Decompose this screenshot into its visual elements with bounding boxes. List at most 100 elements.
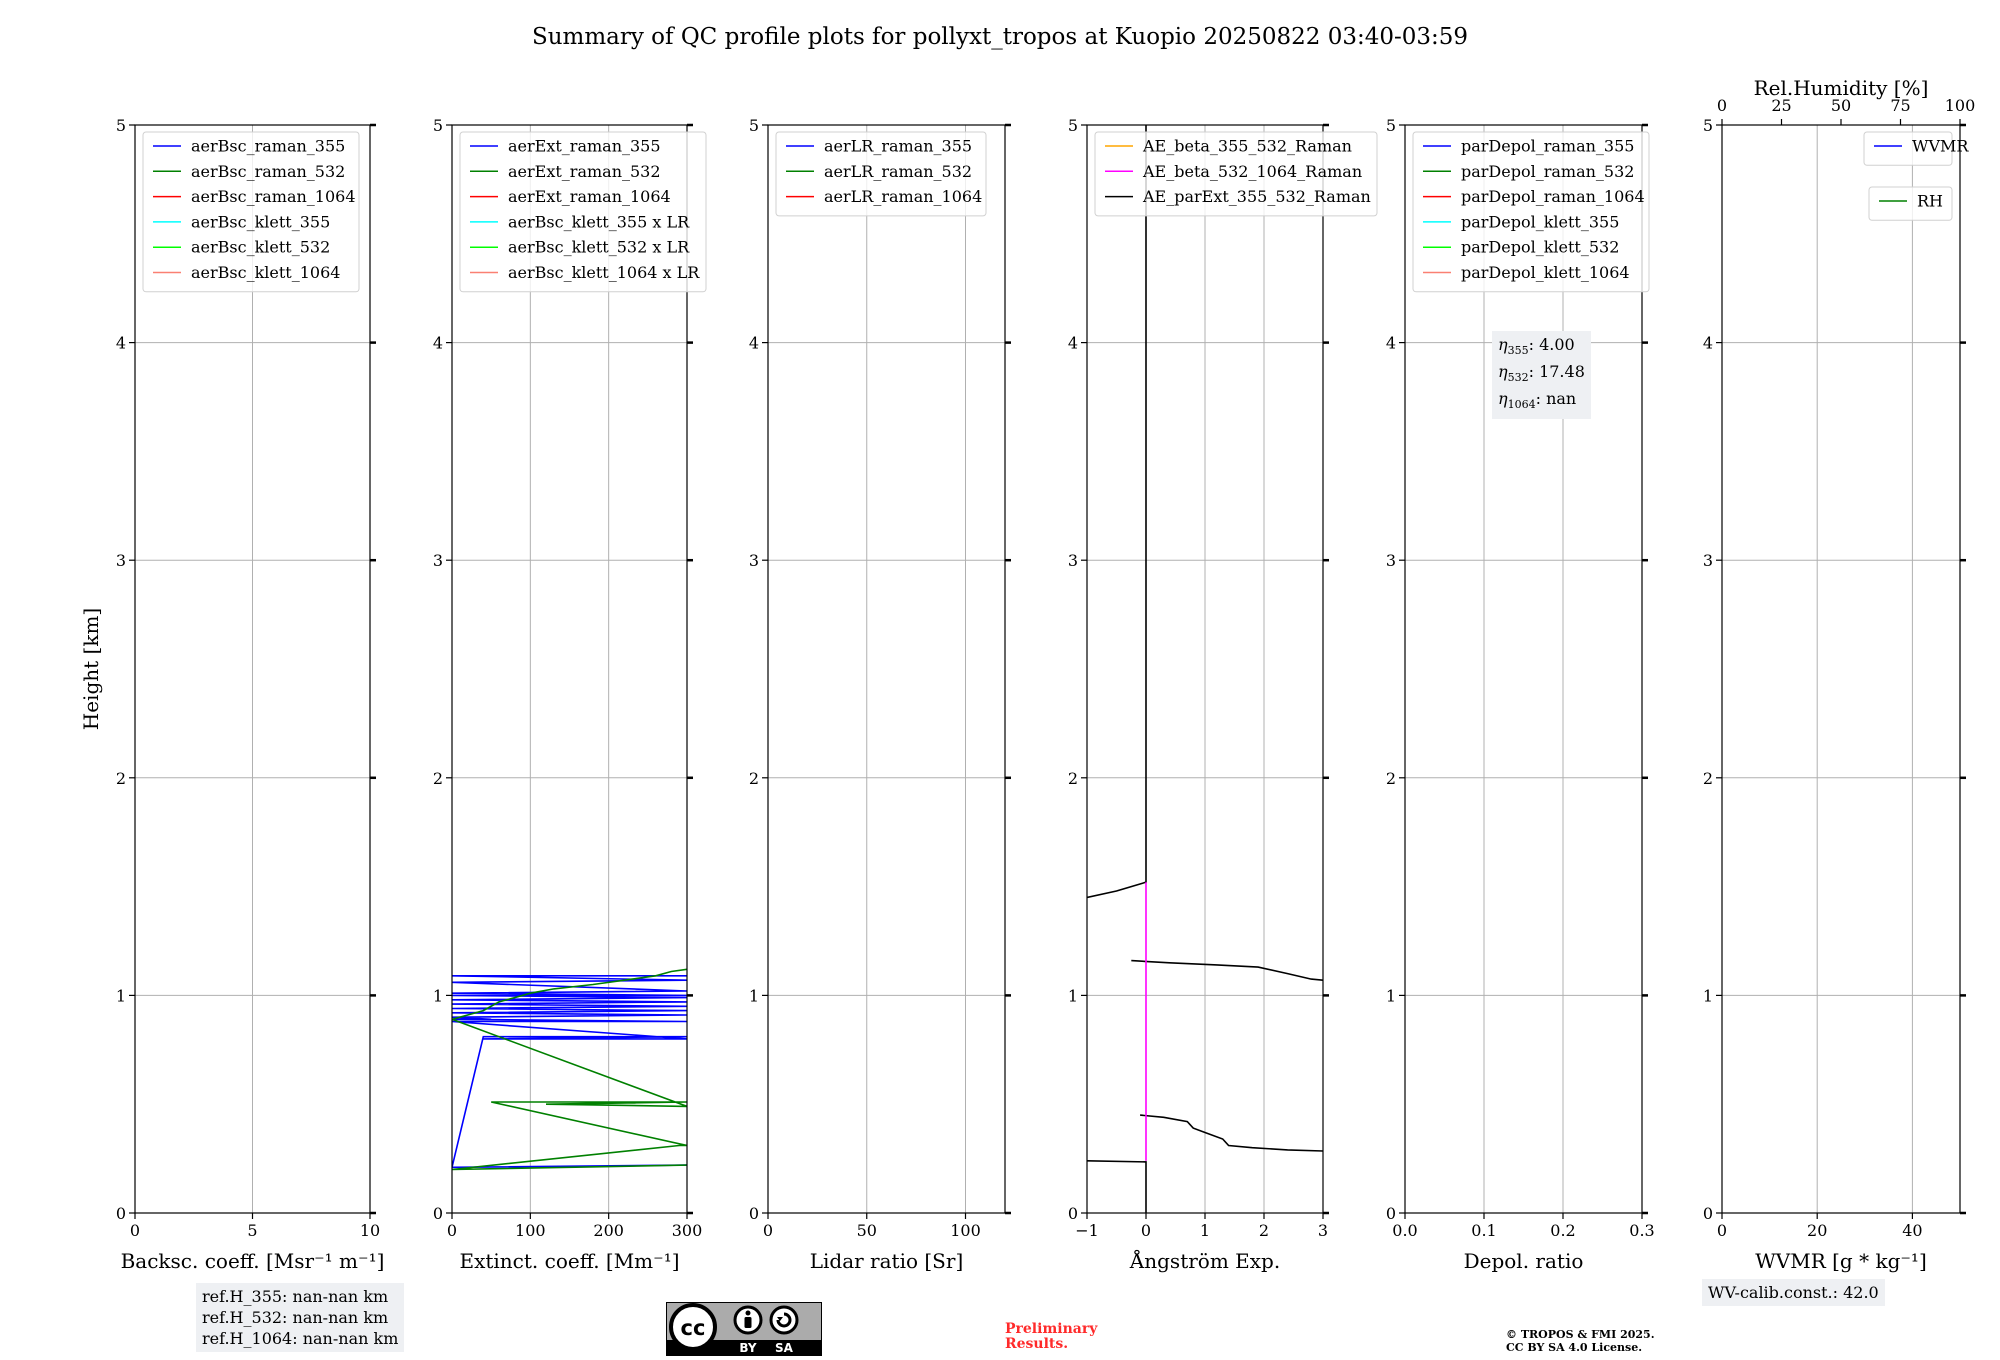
angstrom-series-line — [1087, 1160, 1147, 1213]
wvmr-xlabel: WVMR [g * kg⁻¹] — [1755, 1249, 1927, 1273]
extinction-y-tick-label: 3 — [433, 551, 443, 570]
angstrom-legend-label: AE_beta_532_1064_Raman — [1142, 162, 1362, 181]
extinction-legend — [459, 131, 707, 293]
ref-height-355: ref.H_355: nan-nan km — [202, 1287, 389, 1306]
depol-y-tick-label: 2 — [1386, 769, 1396, 788]
angstrom-series-line — [1087, 125, 1147, 899]
angstrom-series-line — [1131, 959, 1323, 981]
sa-icon — [769, 1305, 799, 1335]
backscatter-legend — [142, 131, 360, 293]
wvmr-x-tick-label: 20 — [1807, 1221, 1827, 1240]
wvmr-top-axis-label: Rel.Humidity [%] — [1754, 76, 1929, 100]
cc-by-label: BY — [739, 1341, 756, 1355]
cc-icon — [669, 1303, 717, 1351]
extinction-series-line — [452, 974, 687, 1169]
backscatter-y-tick-label: 5 — [116, 116, 126, 135]
depol-y-tick-label: 1 — [1386, 986, 1396, 1005]
wvmr-legend — [1863, 131, 1953, 166]
backscatter-y-tick-label: 0 — [116, 1204, 126, 1223]
extinction-axes-frame — [451, 124, 688, 1214]
backscatter-x-tick-label: 0 — [130, 1221, 140, 1240]
wvmr-top-tick-label: 100 — [1945, 96, 1976, 115]
cc-sa-label: SA — [775, 1341, 794, 1355]
depol-legend-label: parDepol_klett_532 — [1461, 238, 1619, 257]
backscatter-legend-label: aerBsc_klett_1064 — [191, 263, 340, 282]
wvmr-y-tick-label: 0 — [1703, 1204, 1713, 1223]
extinction-legend-label: aerExt_raman_355 — [508, 137, 661, 156]
extinction-x-tick-label: 0 — [447, 1221, 457, 1240]
depol-xlabel: Depol. ratio — [1464, 1249, 1584, 1273]
backscatter-legend-label: aerBsc_raman_355 — [191, 137, 345, 156]
depol-y-tick-label: 5 — [1386, 116, 1396, 135]
extinction-legend-label: aerBsc_klett_355 x LR — [508, 212, 690, 231]
angstrom-x-tick-label: 0 — [1141, 1221, 1151, 1240]
angstrom-x-tick-label: 1 — [1200, 1221, 1210, 1240]
wvmr-y-tick-label: 5 — [1703, 116, 1713, 135]
lidar_ratio-legend — [775, 131, 987, 217]
backscatter-legend-label: aerBsc_raman_532 — [191, 162, 345, 181]
depol-legend-label: parDepol_raman_532 — [1461, 162, 1634, 181]
angstrom-y-tick-label: 4 — [1068, 334, 1078, 353]
extinction-x-tick-label: 200 — [593, 1221, 624, 1240]
lidar_ratio-y-tick-label: 3 — [749, 551, 759, 570]
backscatter-legend-label: aerBsc_raman_1064 — [191, 187, 356, 206]
backscatter-x-tick-label: 10 — [360, 1221, 380, 1240]
depol-panel: 0 1 2 3 4 5 0.0 0.1 0.2 0.3 Depol. ratio parDepol_r… — [1386, 116, 1655, 1273]
backscatter-x-tick-label: 5 — [247, 1221, 257, 1240]
wvmr-top-tick-label: 25 — [1771, 96, 1791, 115]
svg-text:cc: cc — [681, 1316, 706, 1340]
angstrom-y-tick-label: 5 — [1068, 116, 1078, 135]
wvmr-x-tick-label: 0 — [1717, 1221, 1727, 1240]
backscatter-xlabel: Backsc. coeff. [Msr⁻¹ m⁻¹] — [121, 1249, 385, 1273]
wvmr-rh-legend-label: RH — [1917, 192, 1943, 211]
wvmr-legend-label: WVMR — [1912, 137, 1969, 156]
lidar_ratio-xlabel: Lidar ratio [Sr] — [810, 1249, 964, 1273]
depol-x-tick-label: 0.1 — [1471, 1221, 1496, 1240]
lidar_ratio-y-tick-label: 2 — [749, 769, 759, 788]
angstrom-y-tick-label: 3 — [1068, 551, 1078, 570]
lidar_ratio-y-tick-label: 4 — [749, 334, 759, 353]
extinction-y-tick-label: 1 — [433, 986, 443, 1005]
lidar_ratio-x-tick-label: 0 — [763, 1221, 773, 1240]
preliminary-results-note: Preliminary Results. — [1005, 1321, 1098, 1352]
extinction-xlabel: Extinct. coeff. [Mm⁻¹] — [459, 1249, 679, 1273]
depol-legend-label: parDepol_klett_1064 — [1461, 263, 1630, 282]
wvmr-y-tick-label: 2 — [1703, 769, 1713, 788]
wvmr-y-tick-label: 1 — [1703, 986, 1713, 1005]
extinction-x-tick-label: 100 — [515, 1221, 546, 1240]
lidar_ratio-y-tick-label: 1 — [749, 986, 759, 1005]
lidar_ratio-legend-label: aerLR_raman_532 — [824, 162, 972, 181]
extinction-legend-label: aerBsc_klett_1064 x LR — [508, 263, 700, 282]
cc-by-sa-badge: cc BY SA — [666, 1302, 822, 1356]
backscatter-y-tick-label: 2 — [116, 769, 126, 788]
extinction-x-tick-label: 300 — [672, 1221, 703, 1240]
lidar_ratio-legend-label: aerLR_raman_355 — [824, 137, 972, 156]
angstrom-legend — [1094, 131, 1378, 217]
eta-1064: η1064: nan — [1498, 389, 1577, 412]
copyright-note: © TROPOS & FMI 2025. CC BY SA 4.0 Licens… — [1506, 1328, 1655, 1354]
wvmr-top-tick-label: 0 — [1717, 96, 1727, 115]
wvmr-axes-frame — [1721, 124, 1961, 1214]
depol-x-tick-label: 0.3 — [1629, 1221, 1654, 1240]
ref-height-box: ref.H_355: nan-nan km ref.H_532: nan-nan… — [196, 1283, 405, 1352]
depol-y-tick-label: 3 — [1386, 551, 1396, 570]
backscatter-legend-label: aerBsc_klett_532 — [191, 238, 330, 257]
extinction-legend-label: aerBsc_klett_532 x LR — [508, 238, 690, 257]
lidar_ratio-legend-label: aerLR_raman_1064 — [824, 187, 982, 206]
backscatter-legend-label: aerBsc_klett_355 — [191, 212, 330, 231]
wvmr-top-tick-label: 75 — [1890, 96, 1910, 115]
wvmr-x-tick-label: 40 — [1902, 1221, 1922, 1240]
eta-355: η355: 4.00 — [1498, 335, 1575, 358]
depol-legend-label: parDepol_raman_355 — [1461, 137, 1634, 156]
angstrom-y-tick-label: 2 — [1068, 769, 1078, 788]
extinction-legend-label: aerExt_raman_1064 — [508, 187, 671, 206]
ref-height-532: ref.H_532: nan-nan km — [202, 1308, 389, 1327]
wv-calib-const: WV-calib.const.: 42.0 — [1708, 1283, 1879, 1302]
depol-legend — [1412, 131, 1650, 293]
angstrom-x-tick-label: 2 — [1259, 1221, 1269, 1240]
extinction-panel: 0 1 2 3 4 5 0 100 200 300 Extinct. coeff. [Mm⁻¹] ae… — [433, 116, 707, 1273]
